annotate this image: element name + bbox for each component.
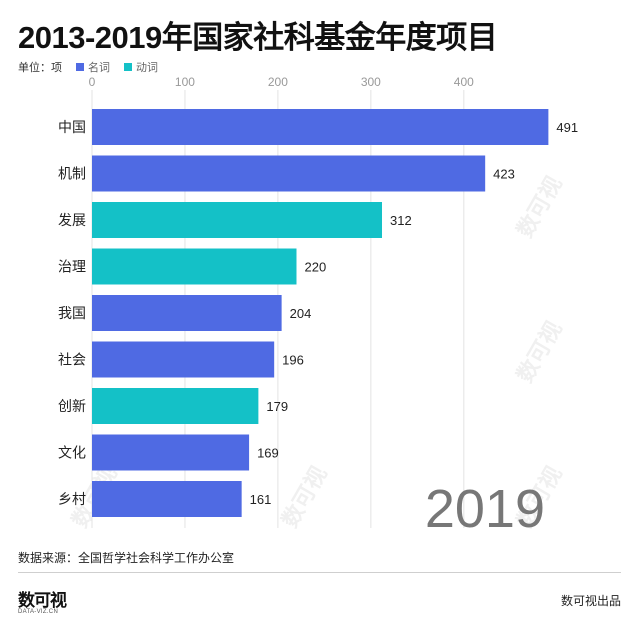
- bar: [92, 109, 549, 145]
- data-label: 423: [493, 167, 515, 182]
- data-source: 数据来源：全国哲学社会科学工作办公室: [18, 551, 235, 565]
- data-label: 196: [282, 353, 304, 368]
- x-tick-label: 100: [175, 75, 195, 89]
- bar: [92, 202, 383, 238]
- category-label: 我国: [58, 306, 86, 322]
- category-label: 乡村: [58, 492, 86, 508]
- chart-meta-row: 单位：项 名词 动词: [18, 59, 158, 75]
- bar-chart: 0 100 200 300 400 中国 491 机制 423 发展 312 治理 220 我国 204 社会…: [58, 75, 578, 539]
- bar: [92, 434, 250, 471]
- data-label: 204: [290, 306, 312, 321]
- year-label: 2019: [425, 479, 545, 539]
- bar: [92, 388, 259, 424]
- legend-label-noun: 名词: [88, 62, 110, 74]
- legend-label-verb: 动词: [136, 62, 158, 74]
- footer-divider: [18, 572, 621, 573]
- bar: [92, 341, 275, 378]
- brand-logo: 数可视 DATA-VIZ.CN: [18, 586, 78, 616]
- data-label: 169: [257, 446, 279, 461]
- x-tick-label: 300: [361, 75, 381, 89]
- data-label: 220: [304, 260, 326, 275]
- category-label: 治理: [58, 260, 86, 276]
- data-label: 491: [556, 120, 578, 135]
- category-label: 发展: [58, 213, 86, 229]
- x-tick-label: 0: [89, 75, 96, 89]
- unit-label: 单位：项: [18, 62, 62, 74]
- legend-swatch-verb: [124, 63, 132, 71]
- data-label: 312: [390, 213, 412, 228]
- bar: [92, 155, 486, 192]
- bar: [92, 295, 282, 331]
- category-label: 文化: [58, 446, 86, 462]
- legend-swatch-noun: [76, 63, 84, 71]
- legend-item-verb: 动词: [124, 59, 158, 75]
- category-label: 机制: [58, 167, 86, 183]
- bar: [92, 248, 297, 285]
- category-label: 创新: [58, 399, 86, 415]
- bar: [92, 481, 242, 517]
- category-label: 社会: [58, 353, 86, 369]
- x-tick-label: 400: [454, 75, 474, 89]
- credit-text: 数可视出品: [560, 594, 621, 608]
- category-label: 中国: [58, 120, 86, 136]
- chart-title: 2013-2019年国家社科基金年度项目: [18, 20, 498, 55]
- data-label: 161: [250, 492, 272, 507]
- data-label: 179: [266, 399, 288, 414]
- brand-logo-text: 数可视: [18, 591, 67, 610]
- brand-logo-subtext: DATA-VIZ.CN: [18, 609, 59, 615]
- x-tick-label: 200: [268, 75, 288, 89]
- legend-item-noun: 名词: [76, 59, 110, 75]
